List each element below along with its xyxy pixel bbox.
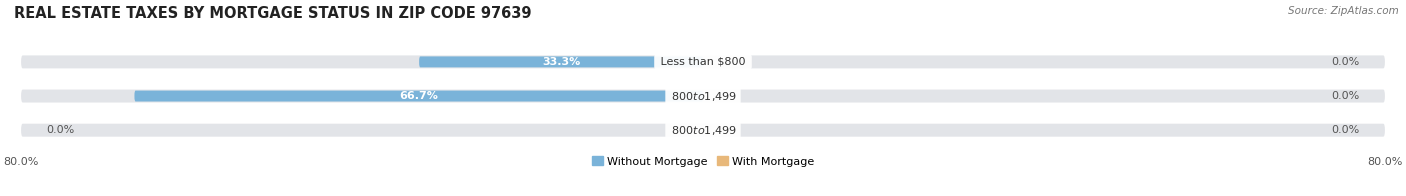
Text: REAL ESTATE TAXES BY MORTGAGE STATUS IN ZIP CODE 97639: REAL ESTATE TAXES BY MORTGAGE STATUS IN … [14, 6, 531, 21]
Legend: Without Mortgage, With Mortgage: Without Mortgage, With Mortgage [592, 156, 814, 167]
Text: 0.0%: 0.0% [1331, 57, 1360, 67]
FancyBboxPatch shape [21, 55, 1385, 68]
Text: Source: ZipAtlas.com: Source: ZipAtlas.com [1288, 6, 1399, 16]
Text: 0.0%: 0.0% [46, 125, 75, 135]
Text: Less than $800: Less than $800 [657, 57, 749, 67]
Text: 33.3%: 33.3% [541, 57, 581, 67]
FancyBboxPatch shape [135, 91, 703, 102]
FancyBboxPatch shape [419, 56, 703, 67]
FancyBboxPatch shape [21, 124, 1385, 137]
Text: 0.0%: 0.0% [1331, 125, 1360, 135]
FancyBboxPatch shape [21, 90, 1385, 103]
Text: $800 to $1,499: $800 to $1,499 [668, 90, 738, 103]
Text: 66.7%: 66.7% [399, 91, 439, 101]
Text: $800 to $1,499: $800 to $1,499 [668, 124, 738, 137]
Text: 0.0%: 0.0% [1331, 91, 1360, 101]
